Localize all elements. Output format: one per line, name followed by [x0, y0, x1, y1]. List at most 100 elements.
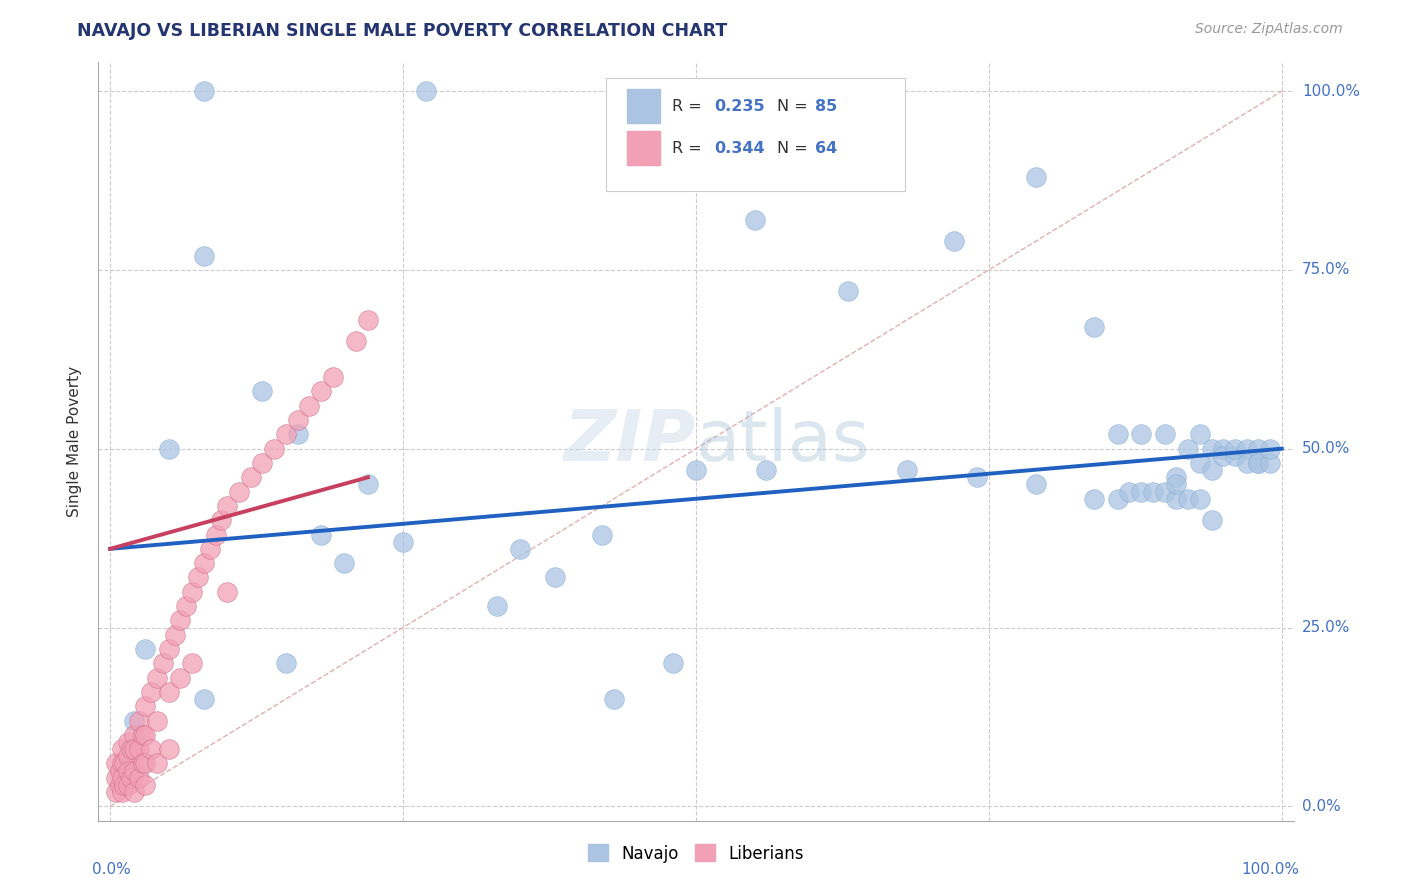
- Point: [1223, 442, 1246, 456]
- Point: [966, 470, 988, 484]
- Y-axis label: Single Male Poverty: Single Male Poverty: [67, 366, 83, 517]
- Point: [1247, 456, 1270, 470]
- Point: [128, 742, 150, 756]
- Point: [169, 671, 191, 685]
- Point: [141, 742, 163, 756]
- Point: [1083, 320, 1105, 334]
- Point: [1188, 456, 1211, 470]
- Point: [1130, 484, 1153, 499]
- Point: [896, 463, 918, 477]
- Point: [1166, 491, 1188, 506]
- Text: Source: ZipAtlas.com: Source: ZipAtlas.com: [1195, 22, 1343, 37]
- Text: 25.0%: 25.0%: [1302, 620, 1350, 635]
- Point: [685, 463, 707, 477]
- Point: [198, 541, 221, 556]
- Point: [322, 370, 344, 384]
- Point: [1201, 442, 1223, 456]
- Point: [1166, 477, 1188, 491]
- Point: [228, 484, 250, 499]
- Point: [333, 556, 356, 570]
- Point: [274, 657, 297, 671]
- Point: [146, 756, 169, 771]
- Point: [1188, 427, 1211, 442]
- Point: [193, 249, 215, 263]
- Point: [217, 584, 239, 599]
- Point: [1107, 427, 1129, 442]
- Point: [942, 234, 965, 248]
- Text: N =: N =: [778, 99, 813, 114]
- Point: [252, 384, 274, 399]
- Point: [122, 714, 145, 728]
- Text: R =: R =: [672, 99, 707, 114]
- Point: [181, 657, 204, 671]
- Text: atlas: atlas: [696, 407, 870, 476]
- Point: [117, 764, 139, 778]
- Point: [1236, 442, 1258, 456]
- Point: [357, 313, 380, 327]
- Point: [344, 334, 367, 349]
- Point: [163, 628, 186, 642]
- Point: [309, 527, 332, 541]
- Text: 0.344: 0.344: [714, 141, 765, 155]
- Point: [181, 584, 204, 599]
- Point: [141, 685, 163, 699]
- Point: [309, 384, 332, 399]
- Point: [755, 463, 778, 477]
- Point: [117, 778, 139, 792]
- Text: 75.0%: 75.0%: [1302, 262, 1350, 277]
- FancyBboxPatch shape: [606, 78, 905, 191]
- Point: [157, 685, 180, 699]
- Point: [122, 728, 145, 742]
- Point: [122, 785, 145, 799]
- Point: [415, 84, 437, 98]
- Text: R =: R =: [672, 141, 707, 155]
- Point: [111, 771, 134, 785]
- Point: [1177, 442, 1199, 456]
- Text: ZIP: ZIP: [564, 407, 696, 476]
- Point: [837, 285, 859, 299]
- Point: [1153, 427, 1175, 442]
- Point: [509, 541, 531, 556]
- Text: 0.235: 0.235: [714, 99, 765, 114]
- Point: [108, 778, 131, 792]
- Point: [146, 714, 169, 728]
- Point: [152, 657, 174, 671]
- Point: [211, 513, 233, 527]
- Point: [132, 756, 155, 771]
- Point: [1258, 442, 1281, 456]
- Point: [392, 534, 415, 549]
- Point: [1177, 491, 1199, 506]
- Text: 100.0%: 100.0%: [1302, 84, 1360, 98]
- Point: [128, 714, 150, 728]
- Point: [1130, 427, 1153, 442]
- Point: [134, 756, 156, 771]
- Point: [108, 764, 131, 778]
- Text: 64: 64: [815, 141, 838, 155]
- Point: [1201, 513, 1223, 527]
- Text: 100.0%: 100.0%: [1241, 863, 1299, 878]
- Point: [117, 749, 139, 764]
- Point: [122, 764, 145, 778]
- Point: [298, 399, 321, 413]
- Point: [1083, 491, 1105, 506]
- Point: [287, 427, 309, 442]
- Point: [117, 735, 139, 749]
- Point: [1142, 484, 1164, 499]
- Point: [134, 642, 156, 657]
- Point: [591, 527, 613, 541]
- Point: [134, 778, 156, 792]
- Point: [105, 756, 128, 771]
- Point: [122, 742, 145, 756]
- Point: [111, 756, 134, 771]
- Point: [157, 642, 180, 657]
- Point: [1025, 169, 1047, 184]
- Point: [193, 692, 215, 706]
- Point: [603, 692, 626, 706]
- Point: [193, 84, 215, 98]
- Text: 85: 85: [815, 99, 838, 114]
- Point: [1247, 442, 1270, 456]
- Point: [1153, 484, 1175, 499]
- Point: [112, 756, 135, 771]
- Point: [1223, 449, 1246, 463]
- Text: NAVAJO VS LIBERIAN SINGLE MALE POVERTY CORRELATION CHART: NAVAJO VS LIBERIAN SINGLE MALE POVERTY C…: [77, 22, 727, 40]
